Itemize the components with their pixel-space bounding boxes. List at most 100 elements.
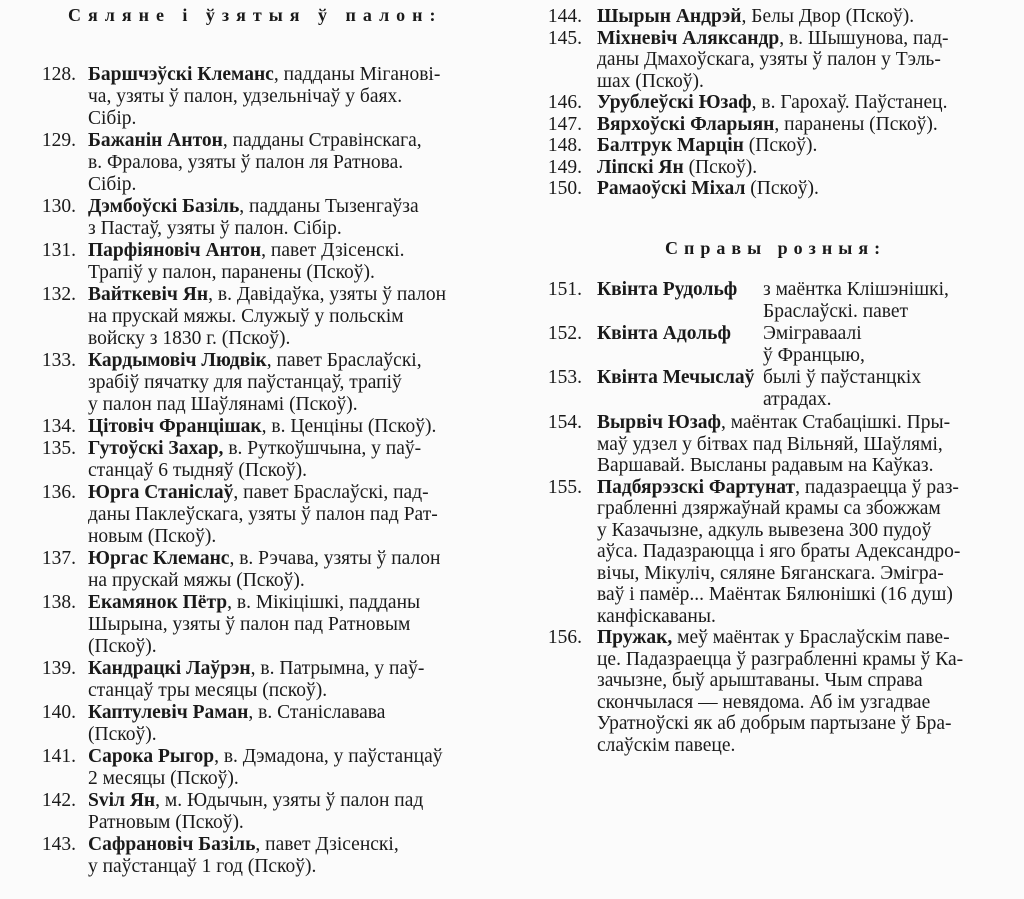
entry-detail: Сібір. xyxy=(88,108,137,129)
list-item: 132. Вайткевіч Ян, в. Давідаўка, узяты ў … xyxy=(0,284,446,350)
entry-detail: ваў і памёр... Маёнтак Бялюнішкі (16 душ… xyxy=(597,584,953,605)
entry-detail: ча, узяты ў палон, удзельнічаў у баях. xyxy=(88,86,403,107)
entry-text: Шырын Андрэй, Белы Двор (Пскоў). xyxy=(597,6,949,28)
text-line: з Пастаў, узяты ў палон. Сібір. xyxy=(88,218,446,240)
list-item: 146. Урублеўскі Юзаф, в. Гарохаў. Паўстан… xyxy=(525,92,949,114)
text-line: Ратновым (Пскоў). xyxy=(88,812,446,834)
text-line: атрадах. xyxy=(763,389,832,410)
list-item: 148. Балтрук Марцін (Пскоў). xyxy=(525,135,949,157)
entry-detail: новым (Пскоў). xyxy=(88,526,217,547)
entry-name: Ліпскі Ян xyxy=(597,156,684,178)
entry-name: Вайткевіч Ян xyxy=(88,284,209,305)
list-item: 142. Svіл Ян, м. Юдычын, узяты ў палон па… xyxy=(0,790,446,834)
text-line: былі ў паўстанцкіх xyxy=(763,367,922,388)
entry-detail: , в. Дэмадона, у паўстанцаў xyxy=(214,746,443,767)
entry-detail: , Белы Двор (Пскоў). xyxy=(741,6,915,27)
entry-text: Вырвіч Юзаф, маёнтак Стабацішкі. Пры-маў… xyxy=(597,412,963,477)
entry-name: Сарока Рыгор xyxy=(88,746,215,767)
text-line: станцаў 6 тыдняў (Пскоў). xyxy=(88,460,446,482)
text-line: вічы, Мікуліч, сяляне Бяганскага. Эмігра… xyxy=(597,563,963,585)
entry-detail: , в. Ценціны (Пскоў). xyxy=(261,416,437,437)
text-line: на прускай мяжы. Служыў у польскім xyxy=(88,306,446,328)
text-line: Шырына, узяты ў палон пад Ратновым xyxy=(88,614,446,636)
text-line: Сібір. xyxy=(88,174,446,196)
text-line: грабленні дзяржаўнай крамы са збожжам xyxy=(597,498,963,520)
entry-text: Цітовіч Францішак, в. Ценціны (Пскоў). xyxy=(88,416,446,438)
entry-number: 153. xyxy=(547,367,582,388)
entry-number: 137. xyxy=(41,548,76,569)
entry-name: Квінта Рудольф xyxy=(597,279,738,300)
entry-text: Кандрацкі Лаўрэн, в. Патрымна, у паў-ста… xyxy=(88,658,446,702)
entry-name: Рамаоўскі Міхал xyxy=(597,178,746,199)
entry-name: Гутоўскі Захар, xyxy=(88,438,224,459)
text-line: у палон пад Шаўлянамі (Пскоў). xyxy=(88,394,446,416)
entry-name: Квінта Адольф xyxy=(597,323,731,344)
text-line: войску з 1830 г. (Пскоў). xyxy=(88,328,446,350)
entry-detail: у паўстанцаў 1 год (Пскоў). xyxy=(88,856,317,877)
text-line: Падбярэзскі Фартунат, падазраецца ў раз- xyxy=(597,477,963,499)
entry-number: 148. xyxy=(547,135,582,156)
entry-detail: (Пскоў). xyxy=(88,636,157,657)
entry-detail: даны Дмахоўскага, узяты ў палон у Тэль- xyxy=(597,49,941,70)
text-line: ў Францыю, xyxy=(763,345,865,366)
entry-name: Дэмбоўскі Базіль xyxy=(88,196,240,217)
text-line: Урублеўскі Юзаф, в. Гарохаў. Паўстанец. xyxy=(597,92,949,114)
entry-detail: Трапіў у палон, паранены (Пскоў). xyxy=(88,262,375,283)
table-row: 151. Квінта Рудольф з маёнтка Клішэнішкі, Б… xyxy=(525,279,949,323)
entry-text: Бажанін Антон, падданы Стравінскага, в. Ф… xyxy=(88,130,446,196)
entry-detail: , м. Юдычын, узяты ў палон пад xyxy=(155,790,424,811)
text-line: у паўстанцаў 1 год (Пскоў). xyxy=(88,856,446,878)
entry-text: Баршчэўскі Клеманс, падданы Міганові-ча,… xyxy=(88,64,446,130)
entry-text: Балтрук Марцін (Пскоў). xyxy=(597,135,949,157)
text-line: Балтрук Марцін (Пскоў). xyxy=(597,135,949,157)
entry-detail: зрабіў пячатку для паўстанцаў, трапіў xyxy=(88,372,402,393)
section-heading-peasants: Сяляне і ўзятыя ў палон: xyxy=(68,5,443,25)
text-line: зрабіў пячатку для паўстанцаў, трапіў xyxy=(88,372,446,394)
entry-number: 141. xyxy=(41,746,76,767)
entry-text: Міхневіч Аляксандр, в. Шышунова, пад-дан… xyxy=(597,28,949,93)
entry-name: Цітовіч Францішак xyxy=(88,416,262,437)
list-item: 139. Кандрацкі Лаўрэн, в. Патрымна, у паў… xyxy=(0,658,446,702)
entry-number: 138. xyxy=(41,592,76,613)
entry-detail: зачызне, быў арыштаваны. Чым справа xyxy=(597,670,923,691)
text-line: Рамаоўскі Міхал (Пскоў). xyxy=(597,178,949,200)
list-item: 154. Вырвіч Юзаф, маёнтак Стабацішкі. Пры… xyxy=(525,412,963,477)
text-line: аўса. Падазраюцца і яго браты Адександро… xyxy=(597,541,963,563)
entry-text: Пружак, меў маёнтак у Браслаўскім паве-ц… xyxy=(597,627,963,756)
entry-number: 140. xyxy=(41,702,76,723)
entry-detail: грабленні дзяржаўнай крамы са збожжам xyxy=(597,498,941,519)
entry-detail: Уратноўскі як аб добрым партызане ў Бра- xyxy=(597,713,952,734)
entry-detail: , в. Рэчава, узяты ў палон xyxy=(229,548,441,569)
entry-detail: в. Руткоўшчына, у паў- xyxy=(223,438,422,459)
text-line: новым (Пскоў). xyxy=(88,526,446,548)
list-item: 138. Екамянок Пётр, в. Мікіцішкі, падданы… xyxy=(0,592,446,658)
entry-detail: (Пскоў). xyxy=(743,135,818,156)
text-line: Ліпскі Ян (Пскоў). xyxy=(597,157,949,179)
entry-number: 149. xyxy=(547,156,582,178)
text-line: Svіл Ян, м. Юдычын, узяты ў палон пад xyxy=(88,790,446,812)
entry-detail: 2 месяцы (Пскоў). xyxy=(88,768,239,789)
entry-name: Вярхоўскі Фларыян xyxy=(597,113,775,135)
entry-description: Эміграваалі ў Францыю, xyxy=(763,323,949,367)
text-line: Баршчэўскі Клеманс, падданы Міганові- xyxy=(88,64,446,86)
entry-number: 129. xyxy=(41,130,76,151)
text-line: у Казачызне, адкуль вывезена 300 пудоў xyxy=(597,520,963,542)
text-line: Вярхоўскі Фларыян, паранены (Пскоў). xyxy=(597,114,949,136)
entry-number: 152. xyxy=(547,323,582,344)
entry-detail: станцаў тры месяцы (пскоў). xyxy=(88,680,328,701)
entry-number: 154. xyxy=(547,412,582,433)
entry-text: Урублеўскі Юзаф, в. Гарохаў. Паўстанец. xyxy=(597,92,949,114)
text-line: зачызне, быў арыштаваны. Чым справа xyxy=(597,670,963,692)
entry-text: Дэмбоўскі Базіль, падданы Тызенгаўза з Па… xyxy=(88,196,446,240)
entry-text: Гутоўскі Захар, в. Руткоўшчына, у паў-ст… xyxy=(88,438,446,482)
entry-detail: Ратновым (Пскоў). xyxy=(88,812,244,833)
entry-number: 145. xyxy=(547,27,582,49)
entry-number: 151. xyxy=(547,279,582,300)
list-item: 149. Ліпскі Ян (Пскоў). xyxy=(525,157,949,179)
text-line: Кандрацкі Лаўрэн, в. Патрымна, у паў- xyxy=(88,658,446,680)
entry-number: 146. xyxy=(547,92,582,113)
text-line: Пружак, меў маёнтак у Браслаўскім паве- xyxy=(597,627,963,649)
entry-detail: даны Паклеўскага, узяты ў палон пад Рат- xyxy=(88,504,438,525)
text-line: ча, узяты ў палон, удзельнічаў у баях. xyxy=(88,86,446,108)
text-line: маў удзел у бітвах пад Вільняй, Шаўлямі, xyxy=(597,434,963,456)
